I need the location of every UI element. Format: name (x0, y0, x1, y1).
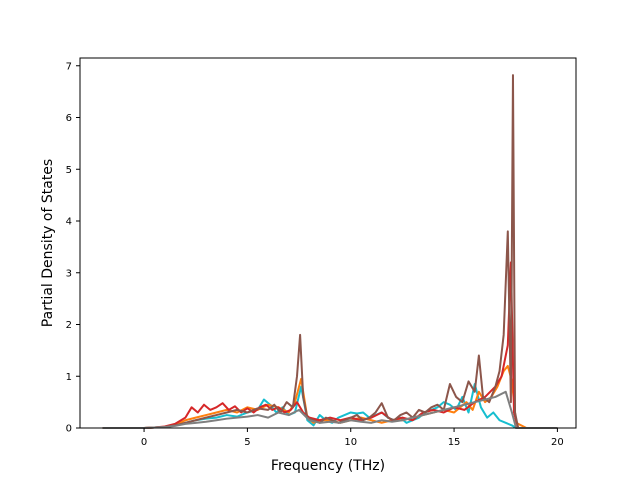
x-tick-label: 10 (344, 437, 357, 448)
series-layer (102, 74, 558, 429)
x-axis-label: Frequency (THz) (271, 458, 385, 474)
x-tick-label: 5 (244, 437, 250, 448)
y-tick-label: 3 (66, 268, 72, 279)
y-tick-label: 5 (66, 165, 72, 176)
x-tick-label: 15 (448, 437, 461, 448)
x-tick-label: 0 (141, 437, 147, 448)
y-tick-label: 7 (66, 61, 72, 72)
x-axis-ticks: 0 5 10 15 20 (141, 428, 564, 448)
y-tick-label: 4 (66, 217, 72, 228)
y-tick-label: 1 (66, 372, 72, 383)
series-line-5 (102, 390, 558, 429)
y-tick-label: 6 (66, 113, 72, 124)
y-axis-ticks: 0 1 2 3 4 5 6 7 (66, 61, 80, 435)
y-axis-label: Partial Density of States (40, 159, 56, 327)
series-line-4 (102, 74, 558, 429)
x-tick-label: 20 (551, 437, 564, 448)
y-tick-label: 0 (66, 424, 72, 435)
series-line-1 (102, 383, 558, 429)
y-tick-label: 2 (66, 320, 72, 331)
plot-frame (79, 57, 577, 429)
